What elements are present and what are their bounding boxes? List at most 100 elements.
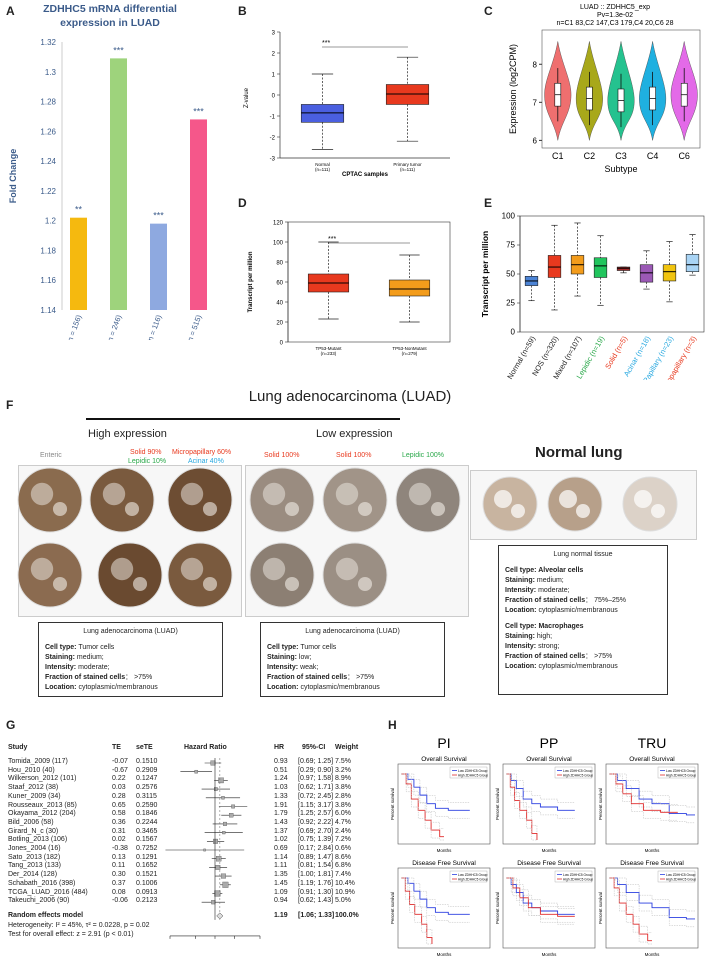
km-ci-lower bbox=[506, 877, 575, 923]
forest-point bbox=[210, 760, 216, 766]
info-box-key: Staining: bbox=[505, 577, 535, 584]
info-box-value: low; bbox=[296, 654, 312, 661]
panel-a-category-label: Okayama Lung (n = 246) bbox=[86, 313, 123, 340]
high-sub-micropapillary: Micropapillary 60% bbox=[172, 449, 232, 456]
tissue-core-highlight bbox=[52, 576, 68, 592]
forest-study-te: 0.28 bbox=[112, 792, 126, 800]
info-box-key: Cell type: bbox=[267, 644, 299, 651]
forest-point bbox=[216, 856, 222, 862]
panel-b-letter: B bbox=[238, 4, 247, 18]
km-ci-upper bbox=[609, 877, 695, 912]
ihc-tissue-images bbox=[17, 467, 678, 608]
km-xlabel: Months bbox=[645, 848, 661, 853]
panel-c-frame bbox=[541, 29, 701, 149]
forest-study-ci: [0.29; 0.90] bbox=[298, 766, 334, 774]
ytick-label: 2 bbox=[272, 52, 276, 58]
km-legend-low: Low ZDHHC5 Group bbox=[563, 873, 593, 877]
forest-overall-effect: Test for overall effect: z = 2.91 (p < 0… bbox=[8, 930, 134, 938]
forest-study-weight: 3.8% bbox=[335, 801, 351, 809]
info-box-key: Location: bbox=[45, 684, 77, 691]
forest-study-hr: 1.03 bbox=[274, 784, 288, 792]
forest-study-name: Wilkerson_2012 (101) bbox=[8, 775, 77, 783]
km-ylabel: Percent survival bbox=[495, 788, 500, 820]
forest-study-ci: [0.69; 1.25] bbox=[298, 758, 334, 765]
forest-study-te: 0.37 bbox=[112, 879, 126, 887]
forest-study-te: 0.03 bbox=[112, 784, 126, 792]
forest-study-ci: [0.91; 1.30] bbox=[298, 888, 334, 896]
box-group-name: TP53-NonMutant bbox=[392, 346, 427, 351]
tissue-core-highlight bbox=[124, 501, 140, 517]
info-box-row: Staining: high; bbox=[505, 632, 661, 642]
info-box-title: Lung adenocarcinoma (LUAD) bbox=[305, 628, 400, 635]
info-box-row: Staining: low; bbox=[267, 653, 438, 663]
forest-study-sete: 0.1521 bbox=[136, 871, 158, 879]
panel-c-xtick: C2 bbox=[584, 151, 596, 161]
forest-study-te: 0.13 bbox=[112, 853, 126, 861]
forest-point bbox=[221, 796, 225, 800]
forest-study-ci: [0.92; 2.22] bbox=[298, 818, 334, 826]
km-ci-lower bbox=[401, 877, 470, 923]
km-ci-upper bbox=[506, 877, 575, 907]
km-legend-box bbox=[449, 870, 488, 883]
tissue-core-highlight bbox=[284, 576, 300, 592]
forest-study-sete: 0.1567 bbox=[136, 836, 158, 844]
forest-point bbox=[231, 804, 235, 809]
panel-a-bar bbox=[150, 223, 167, 310]
forest-study-name: Kuner_2009 (34) bbox=[8, 792, 61, 800]
km-legend-box bbox=[657, 870, 696, 883]
forest-study-ci: [0.72; 2.45] bbox=[298, 792, 334, 800]
forest-study-sete: 0.2909 bbox=[136, 766, 158, 774]
forest-point bbox=[229, 813, 234, 818]
forest-study-hr: 1.24 bbox=[274, 775, 288, 783]
forest-study-sete: 0.1291 bbox=[136, 853, 158, 861]
panel-f-title: Lung adenocarcinoma (LUAD) bbox=[248, 388, 452, 405]
km-ci-lower bbox=[506, 877, 575, 925]
normal-lung-label: Normal lung bbox=[535, 444, 623, 461]
forest-study-sete: 0.1846 bbox=[136, 810, 158, 818]
info-box-value: Tumor cells bbox=[76, 644, 115, 651]
forest-study-te: 0.58 bbox=[112, 810, 126, 818]
km-plot-title: Disease Free Survival bbox=[517, 860, 581, 867]
ytick-label: 75 bbox=[506, 241, 515, 250]
info-box-key: Staining: bbox=[45, 654, 75, 661]
panel-a-ytick: 1.2 bbox=[45, 217, 57, 226]
forest-study-ci: [1.19; 1.76] bbox=[298, 879, 334, 887]
panel-c-title: LUAD :: ZDHHC5_exp bbox=[580, 4, 650, 11]
km-curve bbox=[506, 773, 575, 811]
km-ci-lower bbox=[609, 773, 678, 821]
low-sub-solid-1: Solid 100% bbox=[264, 452, 300, 459]
low-expression-info-box: Lung adenocarcinoma (LUAD) Cell type: Tum… bbox=[260, 622, 445, 697]
km-ylabel: Percent survival bbox=[598, 892, 603, 924]
ytick-label: 120 bbox=[273, 221, 284, 227]
forest-point bbox=[211, 900, 216, 905]
km-xlabel: Months bbox=[542, 952, 558, 957]
high-sub-solid: Solid 90% bbox=[130, 449, 162, 456]
forest-header-te: TE bbox=[112, 744, 121, 751]
forest-point bbox=[223, 821, 227, 826]
tissue-core-highlight bbox=[110, 557, 134, 581]
tissue-core-highlight bbox=[430, 501, 446, 517]
info-box-value: weak; bbox=[298, 664, 319, 671]
tissue-core-highlight bbox=[335, 482, 359, 506]
panel-a-ytick: 1.22 bbox=[40, 187, 56, 196]
forest-study-sete: 0.1510 bbox=[136, 758, 158, 765]
forest-study-weight: 2.8% bbox=[335, 792, 351, 800]
tissue-core-highlight bbox=[634, 490, 652, 508]
forest-study-name: TCGA_LUAD_2016 (484) bbox=[8, 888, 88, 896]
forest-header-weight: Weight bbox=[335, 744, 359, 751]
forest-study-weight: 6.0% bbox=[335, 810, 351, 818]
panel-a-ytick: 1.14 bbox=[40, 306, 56, 315]
km-curve bbox=[609, 877, 652, 942]
panel-a-ytick: 1.3 bbox=[45, 68, 57, 77]
info-box-row: Cell type: Tumor cells bbox=[45, 643, 216, 653]
forest-header-study: Study bbox=[8, 744, 28, 751]
km-xlabel: Months bbox=[645, 952, 661, 957]
panel-a-sig-label: *** bbox=[153, 211, 164, 221]
km-ci-upper bbox=[609, 773, 695, 808]
panel-c-xlabel: Subtype bbox=[604, 164, 637, 174]
forest-study-hr: 1.45 bbox=[274, 879, 288, 887]
panel-d-letter: D bbox=[238, 196, 247, 210]
info-box-key: Location: bbox=[505, 663, 537, 670]
info-box-key: Staining: bbox=[505, 633, 535, 640]
